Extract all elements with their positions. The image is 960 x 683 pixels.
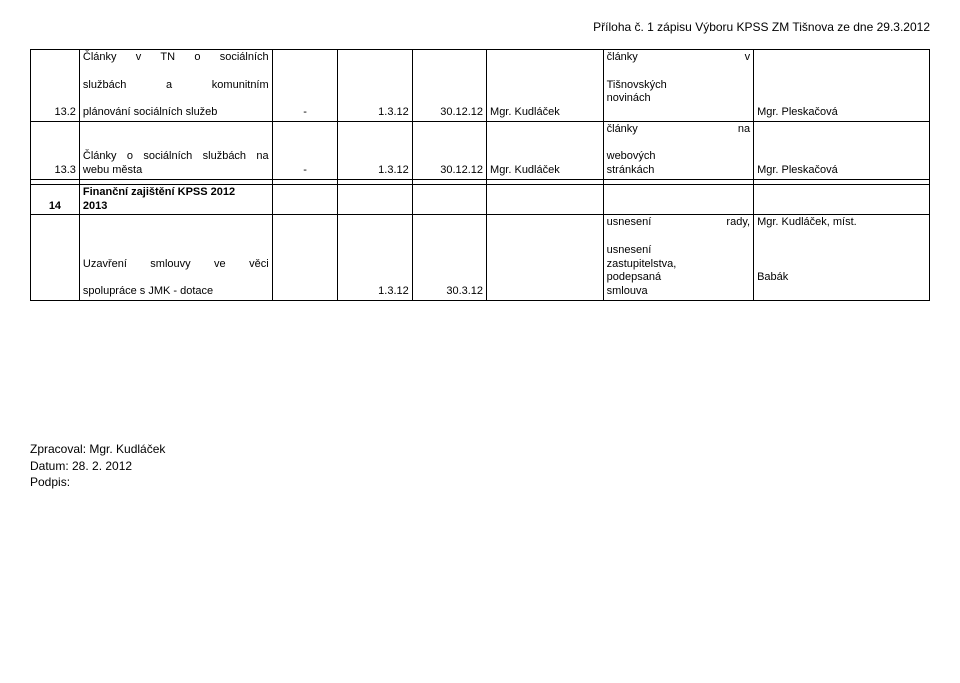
line: smlouva [607, 285, 648, 297]
line: Babák [757, 271, 788, 283]
table-row: 14 Finanční zajištění KPSS 2012 2013 [31, 184, 930, 215]
desc-line: Články v TN o sociálních [83, 51, 269, 63]
cell [603, 184, 753, 215]
cell [412, 184, 486, 215]
line: Mgr. Kudláček, míst. [757, 216, 857, 228]
footer-block: Zpracoval: Mgr. Kudláček Datum: 28. 2. 2… [30, 441, 930, 491]
cell: Mgr. Kudláček [487, 121, 604, 179]
cell [487, 215, 604, 301]
cell [272, 215, 338, 301]
cell: - [272, 50, 338, 122]
cell-num: 13.2 [31, 50, 80, 122]
cell: 30.12.12 [412, 50, 486, 122]
line: články v [607, 51, 750, 63]
cell: Mgr. Kudláček, míst. Babák [754, 215, 930, 301]
line: usnesení [607, 244, 652, 256]
line: stránkách [607, 164, 655, 176]
cell: Mgr. Kudláček [487, 50, 604, 122]
line: webových [607, 150, 656, 162]
cell: Mgr. Pleskačová [754, 121, 930, 179]
cell [272, 184, 338, 215]
cell [338, 184, 412, 215]
cell: 30.3.12 [412, 215, 486, 301]
cell-num: 13.3 [31, 121, 80, 179]
cell-num: 14 [31, 184, 80, 215]
main-table: 13.2 Články v TN o sociálních službách a… [30, 49, 930, 301]
cell: 1.3.12 [338, 121, 412, 179]
line: zastupitelstva, [607, 258, 677, 270]
cell [487, 184, 604, 215]
cell: Mgr. Pleskačová [754, 50, 930, 122]
footer-sign: Podpis: [30, 474, 930, 491]
line: Tišnovských [607, 79, 667, 91]
desc-line: Články o sociálních službách na [83, 150, 269, 162]
cell: 30.12.12 [412, 121, 486, 179]
cell [754, 184, 930, 215]
desc-line: spolupráce s JMK - dotace [83, 285, 213, 297]
cell: - [272, 121, 338, 179]
desc-line: 2013 [83, 200, 107, 212]
cell: články v Tišnovských novinách [603, 50, 753, 122]
table-row: Uzavření smlouvy ve věci spolupráce s JM… [31, 215, 930, 301]
cell: články na webových stránkách [603, 121, 753, 179]
cell-num [31, 215, 80, 301]
cell-desc: Články o sociálních službách na webu měs… [79, 121, 272, 179]
cell: usnesení rady, usnesení zastupitelstva, … [603, 215, 753, 301]
desc-line: službách a komunitním [83, 79, 269, 91]
footer-author: Zpracoval: Mgr. Kudláček [30, 441, 930, 458]
line: usnesení rady, [607, 216, 750, 228]
cell: 1.3.12 [338, 50, 412, 122]
line: články na [607, 123, 750, 135]
desc-line: plánování sociálních služeb [83, 106, 218, 118]
cell-desc: Články v TN o sociálních službách a komu… [79, 50, 272, 122]
desc-line: Uzavření smlouvy ve věci [83, 258, 269, 270]
cell: 1.3.12 [338, 215, 412, 301]
line: novinách [607, 92, 651, 104]
footer-date: Datum: 28. 2. 2012 [30, 458, 930, 475]
desc-line: webu města [83, 164, 142, 176]
table-row: 13.2 Články v TN o sociálních službách a… [31, 50, 930, 122]
line: podepsaná [607, 271, 661, 283]
desc-line: Finanční zajištění KPSS 2012 [83, 186, 235, 198]
table-row: 13.3 Články o sociálních službách na web… [31, 121, 930, 179]
cell-desc: Finanční zajištění KPSS 2012 2013 [79, 184, 272, 215]
annex-header: Příloha č. 1 zápisu Výboru KPSS ZM Tišno… [30, 20, 930, 34]
cell-desc: Uzavření smlouvy ve věci spolupráce s JM… [79, 215, 272, 301]
